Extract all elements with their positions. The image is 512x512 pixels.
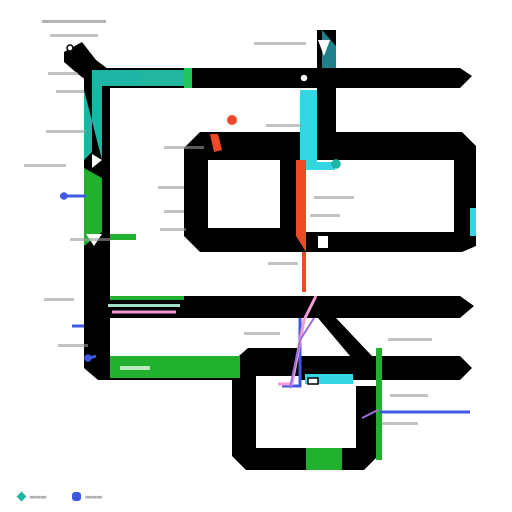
legend-swatch-teal: [16, 491, 27, 502]
station-top-right: [299, 73, 309, 83]
purple-line: [289, 317, 379, 419]
teal-line: [84, 68, 192, 160]
station-top-notch: [66, 44, 74, 52]
station-left-2: [84, 354, 92, 362]
legend-label-blue: ▬▬▬: [84, 492, 103, 501]
track-right-box: [300, 132, 476, 252]
green-line: [84, 168, 382, 470]
red-line: [210, 115, 306, 292]
track-center-loop: [184, 132, 300, 252]
station-label-marks: [24, 20, 432, 425]
track-lower-right-diagonal: [318, 318, 372, 356]
legend: ▬▬▬ ▬▬▬: [16, 491, 103, 502]
legend-swatch-blue: [71, 492, 81, 501]
station-mid-right: [331, 159, 341, 169]
legend-label-teal: ▬▬▬: [29, 492, 47, 501]
legend-item-blue: ▬▬▬: [71, 492, 103, 501]
stations: [60, 44, 341, 385]
legend-item-teal: ▬▬▬: [16, 491, 47, 502]
black-lines: [64, 30, 476, 470]
station-left-1: [60, 192, 68, 200]
track-bottom-loop: [232, 348, 378, 470]
cyan-line: [108, 30, 476, 384]
station-lower-mid: [307, 377, 319, 385]
track-middle-horizontal: [84, 296, 474, 318]
